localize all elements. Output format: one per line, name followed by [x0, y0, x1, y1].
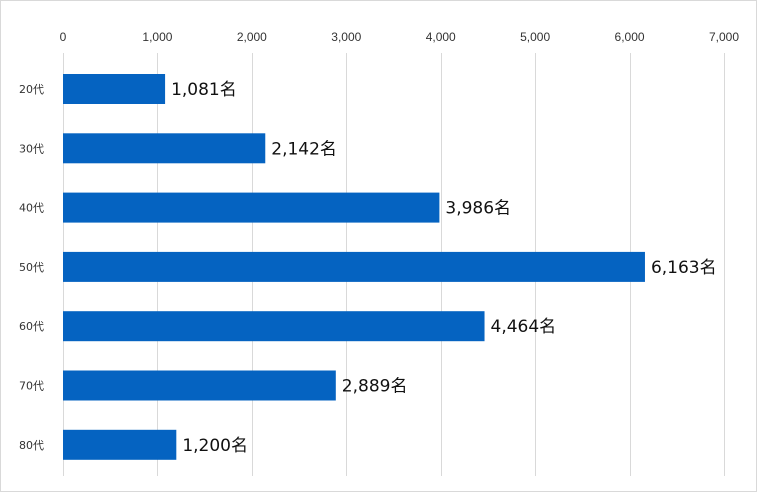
data-label: 6,163名: [651, 258, 717, 278]
category-label: 80代: [19, 439, 44, 452]
bar: [63, 370, 336, 401]
bar: [63, 74, 166, 104]
bar: [63, 311, 485, 342]
x-tick-label: 6,000: [615, 30, 645, 44]
x-axis-ticks: 0 1,000 2,000 3,000 4,000 5,000 6,000 7,000: [60, 30, 740, 44]
category-label: 20代: [19, 83, 44, 96]
x-tick-label: 0: [60, 30, 67, 44]
bar: [63, 251, 645, 282]
category-label: 30代: [19, 142, 44, 155]
category-label: 60代: [19, 320, 44, 333]
bar: [63, 133, 266, 164]
bars: [63, 74, 645, 460]
data-label: 2,889名: [342, 377, 408, 397]
x-tick-label: 2,000: [237, 30, 267, 44]
data-label: 3,986名: [445, 199, 511, 219]
data-label: 2,142名: [271, 139, 337, 159]
bar: [63, 429, 177, 460]
data-labels: 1,081名 2,142名 3,986名 6,163名 4,464名 2,889名 1,20…: [171, 80, 717, 456]
data-label: 1,081名: [171, 80, 237, 100]
bar: [63, 192, 440, 223]
category-label: 50代: [19, 261, 44, 274]
data-label: 4,464名: [491, 317, 557, 337]
x-tick-label: 4,000: [426, 30, 456, 44]
data-label: 1,200名: [182, 436, 248, 456]
x-tick-label: 1,000: [142, 30, 172, 44]
category-label: 40代: [19, 202, 44, 215]
x-tick-label: 7,000: [709, 30, 739, 44]
x-tick-label: 3,000: [331, 30, 361, 44]
category-label: 70代: [19, 380, 44, 393]
x-tick-label: 5,000: [520, 30, 550, 44]
category-labels: 20代 30代 40代 50代 60代 70代 80代: [19, 83, 44, 452]
